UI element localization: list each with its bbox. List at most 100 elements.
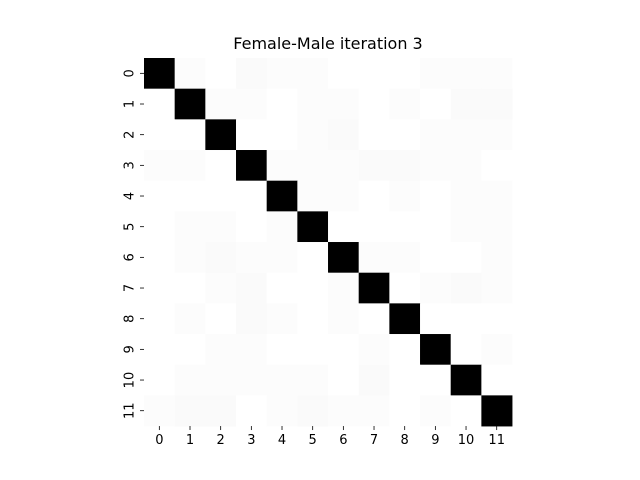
heatmap-cell-9-11 — [481, 334, 513, 366]
heatmap-cells — [144, 58, 513, 427]
heatmap-cell-7-4 — [266, 272, 298, 304]
heatmap-cell-4-4 — [266, 180, 298, 212]
heatmap-cell-5-0 — [144, 211, 176, 243]
heatmap-cell-0-8 — [389, 58, 421, 90]
heatmap-cell-10-7 — [358, 364, 390, 396]
heatmap-cell-6-3 — [236, 242, 268, 274]
heatmap-cell-5-6 — [328, 211, 360, 243]
heatmap-cell-7-8 — [389, 272, 421, 304]
x-tick-label: 1 — [186, 433, 194, 448]
heatmap-cell-4-11 — [481, 180, 513, 212]
heatmap-cell-8-4 — [266, 303, 298, 335]
heatmap-cell-2-7 — [358, 119, 390, 151]
heatmap-cell-11-6 — [328, 395, 360, 427]
heatmap-cell-6-4 — [266, 242, 298, 274]
heatmap-cell-1-0 — [144, 88, 176, 120]
heatmap-cell-4-6 — [328, 180, 360, 212]
heatmap-cell-10-4 — [266, 364, 298, 396]
heatmap-cell-0-10 — [450, 58, 482, 90]
heatmap-cell-1-5 — [297, 88, 329, 120]
x-tick-label: 11 — [488, 433, 505, 448]
heatmap-cell-3-3 — [236, 150, 268, 182]
y-axis-ticks: 0 1 2 3 4 5 6 7 8 9 10 11 — [123, 69, 144, 419]
heatmap-cell-4-7 — [358, 180, 390, 212]
x-tick-label: 2 — [217, 433, 225, 448]
heatmap-cell-10-2 — [205, 364, 237, 396]
heatmap-cell-6-0 — [144, 242, 176, 274]
heatmap-cell-3-9 — [420, 150, 452, 182]
heatmap-cell-7-11 — [481, 272, 513, 304]
heatmap-cell-8-7 — [358, 303, 390, 335]
heatmap-cell-9-7 — [358, 334, 390, 366]
heatmap-cell-11-3 — [236, 395, 268, 427]
heatmap-cell-2-0 — [144, 119, 176, 151]
heatmap-cell-11-0 — [144, 395, 176, 427]
heatmap-cell-1-3 — [236, 88, 268, 120]
x-tick-label: 6 — [339, 433, 347, 448]
heatmap-cell-5-5 — [297, 211, 329, 243]
heatmap-cell-9-2 — [205, 334, 237, 366]
x-tick-label: 8 — [401, 433, 409, 448]
heatmap-cell-8-0 — [144, 303, 176, 335]
heatmap-cell-11-5 — [297, 395, 329, 427]
heatmap-cell-6-9 — [420, 242, 452, 274]
heatmap-cell-4-10 — [450, 180, 482, 212]
heatmap-cell-0-1 — [174, 58, 206, 90]
heatmap-cell-3-10 — [450, 150, 482, 182]
heatmap-cell-4-2 — [205, 180, 237, 212]
heatmap-cell-7-5 — [297, 272, 329, 304]
heatmap-cell-0-4 — [266, 58, 298, 90]
heatmap-cell-7-2 — [205, 272, 237, 304]
heatmap-cell-5-7 — [358, 211, 390, 243]
heatmap-cell-1-11 — [481, 88, 513, 120]
heatmap-cell-7-3 — [236, 272, 268, 304]
heatmap-cell-2-2 — [205, 119, 237, 151]
heatmap-cell-3-5 — [297, 150, 329, 182]
heatmap-cell-8-1 — [174, 303, 206, 335]
y-tick-label: 10 — [123, 372, 138, 389]
heatmap-cell-2-11 — [481, 119, 513, 151]
heatmap-cell-1-4 — [266, 88, 298, 120]
heatmap-cell-10-10 — [450, 364, 482, 396]
heatmap-cell-5-2 — [205, 211, 237, 243]
heatmap-cell-11-2 — [205, 395, 237, 427]
heatmap-cell-3-2 — [205, 150, 237, 182]
heatmap-cell-5-1 — [174, 211, 206, 243]
y-tick-label: 1 — [123, 100, 138, 108]
x-axis-ticks: 0 1 2 3 4 5 6 7 8 9 10 11 — [155, 426, 505, 448]
x-tick-label: 3 — [247, 433, 255, 448]
heatmap-cell-11-8 — [389, 395, 421, 427]
heatmap-cell-9-10 — [450, 334, 482, 366]
heatmap-cell-1-8 — [389, 88, 421, 120]
x-tick-label: 5 — [309, 433, 317, 448]
heatmap-cell-0-11 — [481, 58, 513, 90]
heatmap-cell-1-7 — [358, 88, 390, 120]
heatmap-cell-0-6 — [328, 58, 360, 90]
x-tick-label: 9 — [431, 433, 439, 448]
x-tick-label: 0 — [155, 433, 163, 448]
heatmap-cell-7-1 — [174, 272, 206, 304]
heatmap-cell-9-4 — [266, 334, 298, 366]
heatmap-cell-11-1 — [174, 395, 206, 427]
heatmap-cell-8-5 — [297, 303, 329, 335]
heatmap-cell-2-8 — [389, 119, 421, 151]
heatmap-cell-5-11 — [481, 211, 513, 243]
heatmap-cell-5-4 — [266, 211, 298, 243]
x-tick-label: 7 — [370, 433, 378, 448]
heatmap-cell-9-9 — [420, 334, 452, 366]
heatmap-cell-11-7 — [358, 395, 390, 427]
heatmap-cell-3-11 — [481, 150, 513, 182]
heatmap-cell-8-10 — [450, 303, 482, 335]
heatmap-cell-2-9 — [420, 119, 452, 151]
heatmap-cell-2-4 — [266, 119, 298, 151]
heatmap-cell-9-3 — [236, 334, 268, 366]
heatmap-cell-1-6 — [328, 88, 360, 120]
y-tick-label: 5 — [123, 223, 138, 231]
heatmap-cell-7-7 — [358, 272, 390, 304]
heatmap-cell-1-2 — [205, 88, 237, 120]
heatmap-cell-7-6 — [328, 272, 360, 304]
heatmap-cell-0-2 — [205, 58, 237, 90]
heatmap-cell-6-8 — [389, 242, 421, 274]
heatmap-cell-3-7 — [358, 150, 390, 182]
heatmap-cell-2-10 — [450, 119, 482, 151]
